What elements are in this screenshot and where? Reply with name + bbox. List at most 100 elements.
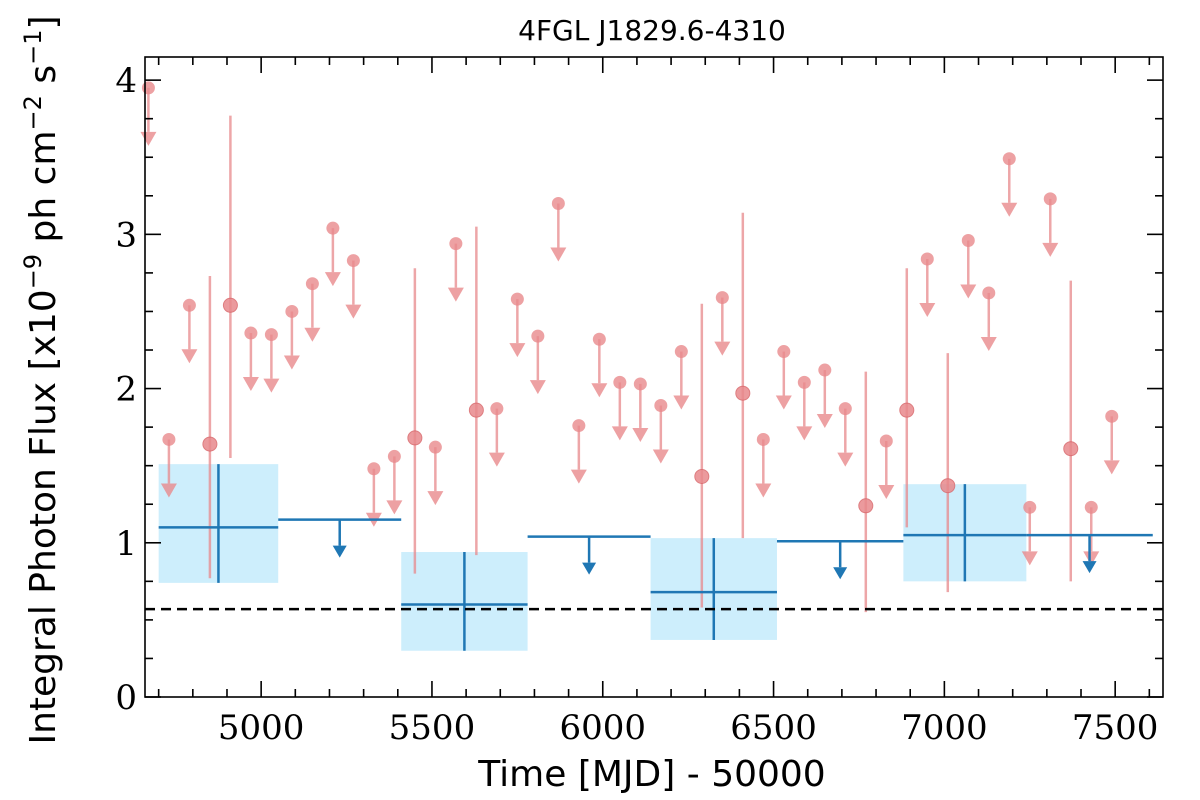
fine-bin-point — [222, 297, 238, 313]
fine-bin-ul-point — [961, 234, 975, 248]
fine-bin-ul-point — [797, 375, 811, 389]
fine-bin-ul-point — [654, 399, 668, 413]
y-tick-label: 0 — [115, 678, 137, 718]
coarse-bin-ul-arrow — [833, 567, 848, 580]
x-tick-label: 6000 — [559, 708, 646, 748]
fine-bin-point — [899, 402, 915, 418]
coarse-bin-series — [158, 464, 1153, 651]
fine-bin-ul-point — [1023, 500, 1037, 514]
y-tick-label: 3 — [115, 215, 137, 255]
y-axis-title-exp1: −9 — [19, 254, 47, 289]
fine-bin-ul-arrow — [550, 247, 567, 262]
fine-bin-ul-arrow — [570, 469, 587, 484]
fine-bin-ul-point — [490, 402, 504, 416]
fine-bin-ul-point — [777, 345, 791, 359]
fine-bin-ul-point — [1084, 500, 1098, 514]
coarse-bin-boxes — [158, 464, 1027, 651]
fine-bin-ul-point — [346, 254, 360, 268]
fine-bin-ul-arrow — [1021, 551, 1038, 566]
fine-bin-ul-point — [141, 81, 155, 95]
fine-bin-ul-point — [838, 402, 852, 416]
chart-title: 4FGL J1829.6-4310 — [518, 14, 786, 47]
fine-bin-ul-arrow — [796, 426, 813, 441]
fine-bin-ul-point — [1043, 192, 1057, 206]
y-axis-title-main: Integral Photon Flux [x10 — [23, 289, 64, 744]
y-axis-title: Integral Photon Flux [x10−9 ph cm−2 s−1] — [19, 15, 64, 744]
y-axis-title-end: ] — [23, 15, 64, 29]
fine-bin-ul-point — [613, 375, 627, 389]
x-tick-label: 5000 — [218, 708, 305, 748]
fine-bin-ul-point — [818, 363, 832, 377]
y-axis-title-mid2: s — [23, 65, 64, 95]
fine-bin-ul-point — [510, 292, 524, 306]
fine-bin-ul-arrow — [345, 304, 362, 319]
fine-bin-ul-point — [531, 329, 545, 343]
fine-bin-point — [858, 498, 874, 514]
fine-bin-ul-arrow — [816, 414, 833, 429]
fine-bin-ul-arrow — [960, 284, 977, 299]
fine-bin-ul-arrow — [324, 272, 341, 287]
fine-bin-ul-arrow — [611, 426, 628, 441]
fine-bin-ul-point — [264, 328, 278, 342]
fine-bin-ul-point — [879, 434, 893, 448]
plot-frame — [144, 56, 1164, 698]
fine-bin-ul-arrow — [878, 485, 895, 499]
fine-bin-ul-point — [715, 291, 729, 305]
x-tick-label: 5500 — [389, 708, 476, 748]
fine-bin-ul-point — [449, 237, 463, 251]
fine-bin-point — [735, 385, 751, 401]
fine-bin-ul-arrow — [488, 452, 505, 467]
fine-bin-series — [140, 81, 1120, 613]
fine-bin-ul-arrow — [140, 131, 157, 146]
fine-bin-ul-arrow — [1103, 460, 1120, 475]
fine-bin-ul-arrow — [283, 355, 300, 370]
fine-bin-point — [468, 402, 484, 418]
fine-bin-ul-arrow — [181, 349, 198, 364]
x-axis-title: Time [MJD] - 50000 — [477, 754, 825, 795]
fine-bin-ul-arrow — [242, 377, 259, 392]
fine-bin-ul-arrow — [632, 427, 649, 442]
fine-bin-ul-arrow — [1042, 242, 1059, 257]
fine-bin-ul-arrow — [775, 395, 792, 410]
fine-bin-ul-point — [162, 432, 176, 446]
fine-bin-ul-arrow — [755, 483, 772, 498]
fine-bin-ul-point — [387, 449, 401, 463]
y-axis-title-mid: ph cm — [23, 130, 64, 253]
fine-bin-ul-arrow — [673, 395, 690, 410]
fine-bin-ul-arrow — [1001, 202, 1018, 217]
fine-bin-ul-point — [1105, 409, 1119, 423]
fine-bin-ul-arrow — [386, 500, 403, 515]
fine-bin-ul-arrow — [160, 483, 177, 498]
fine-bin-ul-arrow — [714, 341, 731, 356]
fine-bin-ul-point — [1002, 152, 1016, 166]
fine-bin-ul-point — [551, 197, 565, 211]
fine-bin-point — [407, 430, 423, 446]
fine-bin-ul-point — [920, 252, 934, 266]
fine-bin-ul-arrow — [652, 449, 669, 464]
fine-bin-ul-point — [592, 332, 606, 346]
fine-bin-ul-point — [182, 298, 196, 312]
x-tick-label: 6500 — [730, 708, 817, 748]
fine-bin-ul-arrow — [263, 378, 280, 393]
fine-bin-ul-arrow — [427, 491, 444, 506]
tick-labels: 5000 5500 6000 6500 7000 7500 0 1 2 3 4 — [115, 61, 1158, 748]
fine-bin-ul-point — [244, 326, 258, 340]
fine-bin-point — [202, 436, 218, 452]
fine-bin-ul-point — [674, 345, 688, 359]
fine-bin-ul-point — [756, 432, 770, 446]
fine-bin-point — [694, 468, 710, 484]
fine-bin-ul-point — [367, 462, 381, 476]
fine-bin-ul-point — [305, 277, 319, 291]
fine-bin-point — [1063, 441, 1079, 457]
fine-bin-ul-point — [572, 419, 586, 433]
fine-bin-ul-point — [285, 304, 299, 318]
coarse-bin-ul-arrow — [582, 562, 597, 575]
fine-bin-ul-point — [633, 377, 647, 391]
y-tick-label: 2 — [115, 370, 137, 410]
coarse-bin-ul-arrow — [332, 545, 347, 558]
fine-bin-ul-arrow — [529, 380, 546, 395]
fine-bin-ul-point — [326, 221, 340, 235]
fine-bin-ul-arrow — [447, 287, 464, 302]
x-tick-label: 7500 — [1072, 708, 1159, 748]
